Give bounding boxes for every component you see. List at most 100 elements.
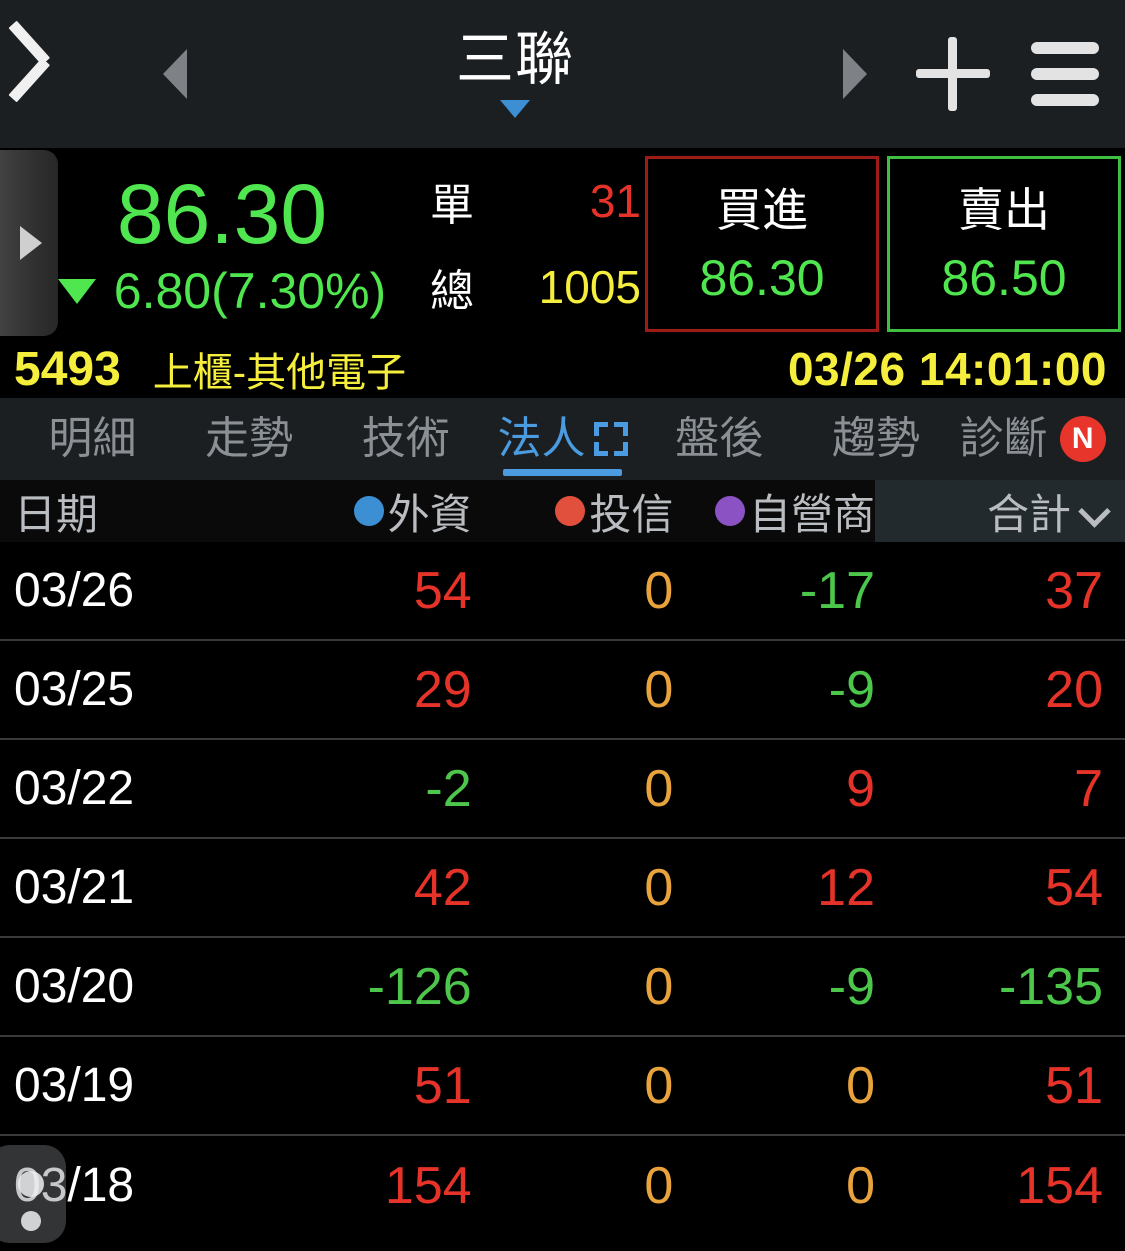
total-volume-row: 總 1005 <box>430 255 641 319</box>
cell-date: 03/26 <box>14 564 135 617</box>
column-header-label: 自營商 <box>749 490 876 538</box>
caret-down-icon <box>500 99 530 118</box>
cell-foreign: 51 <box>413 1056 472 1115</box>
cell-foreign: 42 <box>413 858 472 917</box>
tab-detail[interactable]: 明細 <box>14 398 171 480</box>
tab-label: 法人 <box>497 414 586 463</box>
top-navigation-bar: 三聯 <box>0 0 1125 148</box>
tab-diagnosis[interactable]: 診斷 N <box>954 398 1111 480</box>
stock-code: 5493 <box>14 342 121 396</box>
bid-ask-group: 買進 86.30 賣出 86.50 <box>645 148 1125 340</box>
hamburger-menu-icon <box>1031 42 1099 54</box>
tab-label: 技術 <box>361 414 450 463</box>
cell-date: 03/22 <box>14 762 135 815</box>
column-header-label: 合計 <box>987 490 1072 538</box>
column-header-label: 外資 <box>387 490 472 538</box>
tab-label: 明細 <box>48 414 137 463</box>
cell-dealer: 0 <box>846 1056 876 1115</box>
cell-trust: 0 <box>644 759 674 818</box>
table-header-row: 日期 外資 投信 自營商 合計 <box>0 480 1125 542</box>
fullscreen-expand-icon[interactable] <box>593 422 628 456</box>
triangle-right-icon <box>843 49 867 99</box>
cell-trust: 0 <box>644 957 674 1016</box>
cell-dealer: 12 <box>817 858 876 917</box>
chevron-left-icon <box>42 36 88 112</box>
assistive-touch-icon <box>21 1211 41 1231</box>
volume-block: 單 31 總 1005 <box>430 148 645 340</box>
bid-price: 86.30 <box>699 250 825 307</box>
tab-label: 診斷 <box>959 414 1048 463</box>
total-volume-label: 總 <box>430 267 474 316</box>
hamburger-menu-icon <box>1031 68 1099 80</box>
cell-trust: 0 <box>644 1156 674 1215</box>
cell-date: 03/20 <box>14 960 135 1013</box>
cell-trust: 0 <box>644 858 674 917</box>
single-volume-label: 單 <box>430 181 474 230</box>
cell-trust: 0 <box>644 561 674 620</box>
table-row[interactable]: 03/20 -126 0 -9 -135 <box>0 938 1125 1037</box>
cell-trust: 0 <box>644 660 674 719</box>
assistive-touch-icon <box>18 1171 44 1197</box>
column-header-trust: 投信 <box>472 481 673 542</box>
assistive-touch-button[interactable] <box>0 1145 66 1243</box>
tab-institutional[interactable]: 法人 <box>484 398 641 480</box>
tab-after-hours[interactable]: 盤後 <box>641 398 798 480</box>
column-header-dealer: 自營商 <box>673 481 875 542</box>
cell-total: -135 <box>998 957 1104 1016</box>
chevron-down-icon <box>1081 498 1107 524</box>
quote-panel: 86.30 6.80(7.30%) 單 31 總 1005 買進 86.30 賣… <box>0 148 1125 340</box>
cell-dealer: -9 <box>828 660 876 719</box>
stock-info-strip: 5493 上櫃-其他電子 03/26 14:01:00 <box>0 340 1125 398</box>
cell-date: 03/21 <box>14 861 135 914</box>
section-tab-bar: 明細 走勢 技術 法人 盤後 趨勢 診斷 N <box>0 398 1125 480</box>
cell-dealer: 0 <box>846 1156 876 1215</box>
foreign-legend-dot-icon <box>353 496 384 526</box>
institutional-table-body: 03/26 54 0 -17 37 03/25 29 0 -9 20 03/22… <box>0 542 1125 1235</box>
plus-icon <box>915 37 990 111</box>
buy-button[interactable]: 買進 86.30 <box>645 156 879 332</box>
tab-label: 走勢 <box>205 414 294 463</box>
cell-dealer: -9 <box>828 957 876 1016</box>
buy-label: 買進 <box>716 183 808 236</box>
cell-date: 03/19 <box>14 1059 135 1112</box>
single-volume-value: 31 <box>589 175 641 227</box>
price-block[interactable]: 86.30 6.80(7.30%) <box>0 148 430 340</box>
cell-dealer: -17 <box>799 561 876 620</box>
cell-total: 154 <box>1016 1156 1104 1215</box>
price-change: 6.80(7.30%) <box>113 263 387 319</box>
menu-button[interactable] <box>1005 0 1125 148</box>
tab-trend-chart[interactable]: 走勢 <box>171 398 328 480</box>
new-badge: N <box>1059 416 1106 462</box>
quote-timestamp: 03/26 14:01:00 <box>787 343 1107 395</box>
cell-foreign: 154 <box>384 1156 472 1215</box>
stock-title-dropdown[interactable]: 三聯 <box>220 0 810 148</box>
back-button[interactable] <box>0 0 130 148</box>
sell-button[interactable]: 賣出 86.50 <box>887 156 1121 332</box>
cell-total: 7 <box>1074 759 1104 818</box>
table-row[interactable]: 03/25 29 0 -9 20 <box>0 641 1125 740</box>
table-row[interactable]: 03/19 51 0 0 51 <box>0 1037 1125 1136</box>
triangle-left-icon <box>163 49 187 99</box>
cell-total: 20 <box>1045 660 1104 719</box>
market-category: 上櫃-其他電子 <box>152 351 407 395</box>
last-price: 86.30 <box>116 167 328 261</box>
table-row[interactable]: 03/18 154 0 0 154 <box>0 1136 1125 1235</box>
table-row[interactable]: 03/21 42 0 12 54 <box>0 839 1125 938</box>
tab-label: 趨勢 <box>831 414 920 463</box>
tab-technical[interactable]: 技術 <box>327 398 484 480</box>
side-drawer-handle[interactable] <box>0 150 58 336</box>
cell-trust: 0 <box>644 1056 674 1115</box>
total-volume-value: 1005 <box>538 261 641 313</box>
table-row[interactable]: 03/22 -2 0 9 7 <box>0 740 1125 839</box>
tab-trend[interactable]: 趨勢 <box>798 398 955 480</box>
next-stock-button[interactable] <box>810 0 900 148</box>
previous-stock-button[interactable] <box>130 0 220 148</box>
add-button[interactable] <box>900 0 1005 148</box>
table-row[interactable]: 03/26 54 0 -17 37 <box>0 542 1125 641</box>
cell-foreign: -2 <box>425 759 472 818</box>
column-header-total[interactable]: 合計 <box>875 480 1125 542</box>
triangle-right-icon <box>20 226 42 260</box>
tab-label: 盤後 <box>675 414 764 463</box>
triangle-down-icon <box>57 278 96 304</box>
